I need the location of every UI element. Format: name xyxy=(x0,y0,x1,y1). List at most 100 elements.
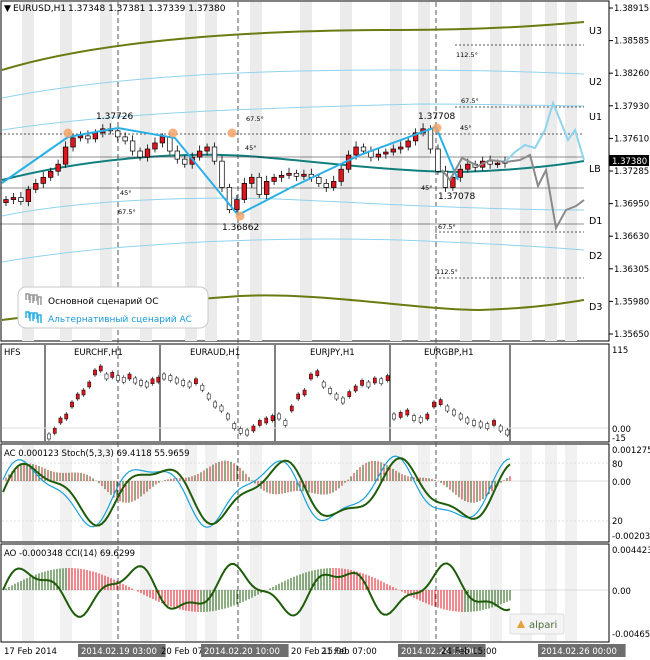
session-band xyxy=(22,2,34,341)
ao-axis-top: 0.004423 xyxy=(612,546,650,556)
candle-body xyxy=(92,132,99,140)
mini-candle xyxy=(206,393,211,400)
pivot-marker xyxy=(168,128,178,138)
ao-axis-zero: 0.00 xyxy=(612,587,631,597)
hfs-symbol-2: EURAUD,H1 xyxy=(190,348,240,358)
mini-candle xyxy=(289,405,294,412)
session-band xyxy=(418,445,430,541)
mini-candle xyxy=(366,381,371,388)
legend-main: Основной сценарий ОС xyxy=(48,297,158,307)
candle-body xyxy=(70,137,76,148)
channel-d1 xyxy=(1,197,585,217)
mini-candle xyxy=(277,413,281,420)
mini-candle xyxy=(87,381,92,388)
mini-candle xyxy=(385,375,390,381)
candle-body xyxy=(390,148,396,153)
mini-candle xyxy=(52,428,57,434)
legend-alt: Альтернативный сценарий АС xyxy=(48,315,192,325)
level-d2: D2 xyxy=(589,251,602,262)
mini-candle xyxy=(226,413,230,420)
mini-candle xyxy=(116,375,120,381)
hfs-symbol-1: EURCHF,H1 xyxy=(74,348,123,358)
price-tick-label: 1.38260 xyxy=(614,69,649,79)
candle-body xyxy=(249,176,255,184)
mini-candle xyxy=(392,413,396,420)
stoch-line xyxy=(2,457,511,527)
candle-body xyxy=(271,176,277,182)
ac-axis-bottom: -0.002037 xyxy=(612,532,650,542)
chart-caret: ▼ xyxy=(4,4,11,14)
session-band xyxy=(205,445,217,541)
candle-body xyxy=(174,150,180,160)
session-band xyxy=(390,2,402,341)
fib-label: 112.5° xyxy=(456,51,478,59)
alpari-watermark: alpari xyxy=(509,613,565,635)
time-label: 17 Feb 2014 xyxy=(4,647,57,657)
candle-body xyxy=(159,136,166,144)
candle-body xyxy=(241,183,247,200)
time-label: 21 Feb 07:00 xyxy=(321,647,377,657)
candle-body xyxy=(144,148,151,158)
fib-label: 45° xyxy=(460,124,472,132)
pivot-marker xyxy=(235,211,245,221)
candle-body xyxy=(487,160,493,165)
mini-candle xyxy=(162,373,166,380)
alt-scenario-path xyxy=(504,99,585,163)
mini-candle xyxy=(372,377,377,384)
session-band xyxy=(490,545,502,641)
time-label-bg xyxy=(538,644,626,657)
mini-candle xyxy=(445,405,450,412)
candle-body xyxy=(18,197,24,202)
time-label-bg xyxy=(398,644,486,657)
candle-body xyxy=(256,176,262,195)
level-d1: D1 xyxy=(589,216,602,227)
session-band xyxy=(300,2,312,341)
mini-candle xyxy=(458,413,463,420)
candle-body xyxy=(353,146,359,156)
candle-body xyxy=(10,197,17,200)
session-band xyxy=(340,2,352,341)
candle-body xyxy=(182,158,188,165)
time-label: 2014.02.26 00:00 xyxy=(541,647,617,657)
mini-candle xyxy=(472,420,476,426)
time-axis: 17 Feb 2014 2014.02.19 03:00 20 Feb 07:002… xyxy=(4,644,626,657)
candle-body xyxy=(3,199,9,203)
time-label: 24 Feb 15:00 xyxy=(441,647,497,657)
channel-u2 xyxy=(1,69,585,99)
mini-candle xyxy=(425,413,430,420)
price-tick-label: 1.37930 xyxy=(614,102,649,112)
session-band xyxy=(250,445,262,541)
candle-body xyxy=(211,146,218,162)
time-label: 2014.02.24 11:00 xyxy=(401,647,477,657)
mini-candle xyxy=(144,381,149,388)
mini-candle xyxy=(121,376,126,383)
price-axis: 1.38915 1.38585 1.38260 1.37930 1.37610 1.372… xyxy=(609,4,649,340)
pivot-low-1: 1.36862 xyxy=(222,223,259,233)
mini-candle xyxy=(321,381,326,388)
mini-candle xyxy=(379,378,384,385)
candle-body xyxy=(85,135,91,140)
fib-label: 45° xyxy=(120,189,132,197)
mini-candle xyxy=(64,413,69,420)
mini-candle xyxy=(187,381,192,388)
candle-body xyxy=(226,187,233,211)
mini-candle xyxy=(478,421,483,428)
session-band xyxy=(545,445,557,541)
mini-candle xyxy=(98,365,103,372)
candle-body xyxy=(465,163,471,170)
mini-candle xyxy=(492,420,496,426)
candle-body xyxy=(115,130,121,138)
mini-candle xyxy=(353,385,358,392)
mini-candle xyxy=(334,393,339,400)
candle-body xyxy=(383,151,389,155)
pivot-marker xyxy=(63,128,73,138)
session-band xyxy=(250,2,262,341)
fib-label: 45° xyxy=(245,144,257,152)
mini-candle xyxy=(58,417,63,424)
candle-body xyxy=(62,146,69,165)
time-label-bg xyxy=(201,644,289,657)
level-u3: U3 xyxy=(589,26,602,37)
ao-label: AO -0.000348 CCI(14) 69.6299 xyxy=(4,549,135,559)
candle-body xyxy=(25,189,31,202)
mini-candle xyxy=(309,373,313,380)
